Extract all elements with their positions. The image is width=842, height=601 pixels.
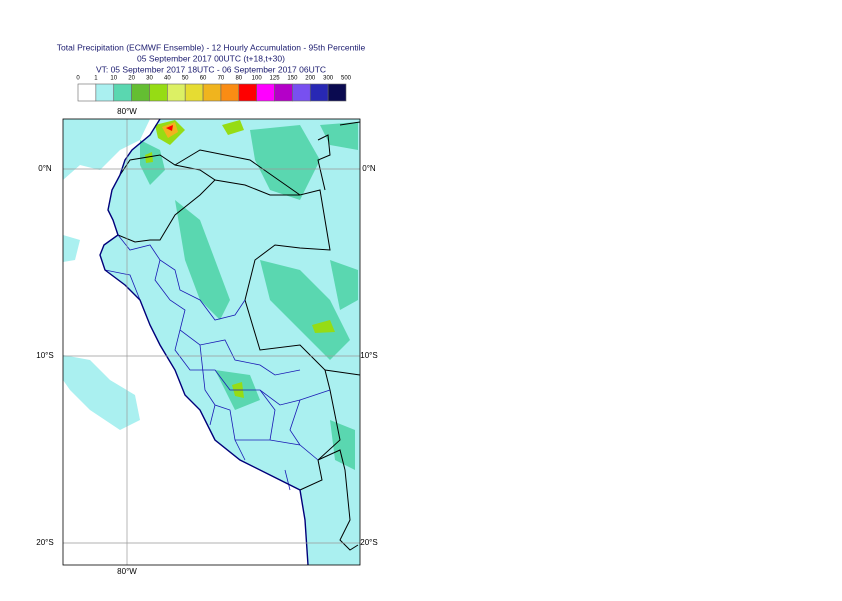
legend-label: 40 xyxy=(164,76,171,82)
title: Total Precipitation (ECMWF Ensemble) - 1… xyxy=(57,42,366,74)
legend-label: 500 xyxy=(341,76,352,82)
lat-label: 0°N xyxy=(38,164,52,173)
legend-swatch xyxy=(220,83,240,102)
map-frame xyxy=(62,118,361,566)
legend-swatch xyxy=(327,83,347,102)
precip-moderate xyxy=(140,122,358,470)
legend-label: 125 xyxy=(270,76,281,82)
legend-label: 1 xyxy=(94,76,98,82)
precip-land xyxy=(100,119,360,565)
lat-label: 10°S xyxy=(36,351,53,360)
legend-label: 0 xyxy=(76,76,80,82)
legend-label: 10 xyxy=(110,76,117,82)
legend-swatch xyxy=(238,83,257,102)
legend-label: 60 xyxy=(200,76,207,82)
precip-heavy xyxy=(145,120,335,398)
legend-label: 50 xyxy=(182,76,189,82)
lat-label: 20°S xyxy=(360,538,377,547)
legend: 0 1 10 20 30 40 50 60 70 80 100 125 150 200 300 500 xyxy=(76,76,352,102)
coastline xyxy=(99,119,309,565)
legend-label: 150 xyxy=(287,76,298,82)
legend-swatch xyxy=(131,83,150,102)
lat-label: 0°N xyxy=(362,164,376,173)
legend-swatch xyxy=(309,83,329,102)
borders xyxy=(117,121,360,551)
legend-label: 100 xyxy=(252,76,263,82)
legend-swatch xyxy=(95,83,115,102)
legend-label: 20 xyxy=(128,76,135,82)
legend-swatch xyxy=(256,83,275,102)
legend-label: 70 xyxy=(218,76,225,82)
graticule xyxy=(63,119,360,565)
lon-label: 80°W xyxy=(117,107,137,116)
lon-label: 80°W xyxy=(117,567,137,576)
axis-labels: 0°N 0°N 10°S 10°S 20°S 20°S 80°W 80°W xyxy=(36,107,377,576)
title-line: 05 September 2017 00UTC (t+18,t+30) xyxy=(137,53,285,63)
lat-label: 20°S xyxy=(36,538,53,547)
legend-swatch xyxy=(167,83,186,102)
legend-swatch xyxy=(184,83,204,102)
legend-swatch xyxy=(202,83,222,102)
legend-swatch xyxy=(292,83,311,102)
legend-label: 200 xyxy=(305,76,316,82)
legend-label: 30 xyxy=(146,76,153,82)
province-lines xyxy=(104,234,331,491)
legend-label: 80 xyxy=(235,76,242,82)
legend-swatch xyxy=(113,83,132,102)
precip-ocean xyxy=(63,119,150,430)
map xyxy=(63,119,360,565)
title-line: Total Precipitation (ECMWF Ensemble) - 1… xyxy=(57,42,366,52)
legend-swatch xyxy=(274,83,293,102)
legend-swatch xyxy=(77,83,97,102)
legend-swatch xyxy=(149,83,168,102)
title-line: VT: 05 September 2017 18UTC - 06 Septemb… xyxy=(96,64,326,74)
lat-label: 10°S xyxy=(360,351,377,360)
legend-label: 300 xyxy=(323,76,334,82)
